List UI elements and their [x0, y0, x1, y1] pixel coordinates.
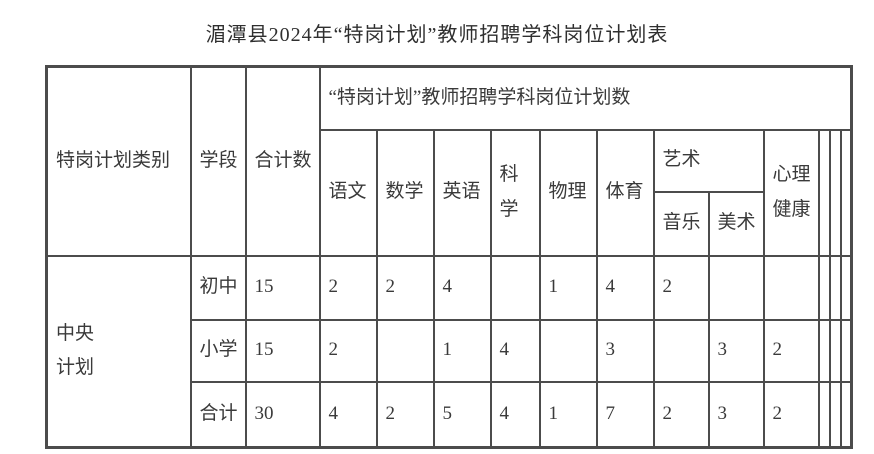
table-row-primary: 小学 15 2 1 4 3 3 2 — [47, 318, 853, 383]
cell-totalrow-pe: 7 — [595, 380, 655, 449]
cell-primary-fine-art: 3 — [707, 318, 765, 383]
header-subject-english: 英语 — [432, 128, 492, 257]
cell-total-primary: 15 — [244, 318, 321, 383]
cell-junior-pe: 4 — [595, 254, 655, 321]
header-plan-count-group: “特岗计划”教师招聘学科岗位计划数 — [318, 65, 853, 131]
empty-column-1-header — [817, 128, 831, 257]
cell-junior-mental-health — [762, 254, 820, 321]
header-row-art-split: 音乐 美术 — [47, 190, 852, 257]
cell-stage-total: 合计 — [189, 380, 247, 449]
header-stage: 学段 — [189, 65, 247, 257]
cell-total-total: 30 — [244, 380, 321, 449]
cell-total-junior-high: 15 — [244, 254, 321, 321]
cell-totalrow-english: 5 — [432, 380, 492, 449]
header-row-subjects: 语文 数学 英语 科学 物理 体育 艺术 心理 健康 — [47, 128, 853, 257]
cell-totalrow-physics: 1 — [538, 380, 598, 449]
cell-primary-math — [375, 318, 435, 383]
cell-junior-empty-3 — [839, 254, 853, 321]
header-subject-art: 艺术 — [652, 128, 765, 193]
table-row-total: 合计 30 4 2 5 4 1 7 2 3 2 — [47, 380, 853, 449]
cell-primary-physics — [538, 318, 598, 383]
header-subject-pe: 体育 — [595, 128, 655, 257]
header-subject-physics: 物理 — [538, 128, 598, 257]
cell-junior-empty-2 — [828, 254, 842, 321]
cell-primary-empty-1 — [817, 318, 831, 383]
cell-primary-english: 1 — [432, 318, 492, 383]
cell-totalrow-mental-health: 2 — [762, 380, 820, 449]
header-subject-fine-art: 美术 — [707, 190, 765, 257]
header-subject-mental-health: 心理 健康 — [762, 128, 820, 257]
cell-primary-science: 4 — [489, 318, 541, 383]
cell-stage-primary: 小学 — [189, 318, 247, 383]
cell-primary-music — [652, 318, 710, 383]
header-category: 特岗计划类别 — [45, 65, 192, 257]
cell-primary-chinese: 2 — [318, 318, 378, 383]
cell-category-central-plan: 中央 计划 — [45, 254, 192, 449]
cell-stage-junior-high: 初中 — [189, 254, 247, 321]
cell-totalrow-math: 2 — [375, 380, 435, 449]
cell-junior-physics: 1 — [538, 254, 598, 321]
cell-totalrow-chinese: 4 — [318, 380, 378, 449]
cell-primary-empty-2 — [828, 318, 842, 383]
cell-junior-chinese: 2 — [318, 254, 378, 321]
recruitment-plan-table: 特岗计划类别 学段 合计数 “特岗计划”教师招聘学科岗位计划数 语文 数学 英语… — [45, 65, 854, 449]
cell-junior-math: 2 — [375, 254, 435, 321]
cell-junior-science — [489, 254, 541, 321]
cell-junior-english: 4 — [432, 254, 492, 321]
page-title: 湄潭县2024年“特岗计划”教师招聘学科岗位计划表 — [205, 24, 669, 46]
cell-totalrow-science: 4 — [489, 380, 541, 449]
cell-totalrow-empty-1 — [817, 380, 831, 449]
cell-primary-empty-3 — [839, 318, 853, 383]
cell-totalrow-music: 2 — [652, 380, 710, 449]
empty-column-2-header — [828, 128, 842, 257]
header-row-group: 特岗计划类别 学段 合计数 “特岗计划”教师招聘学科岗位计划数 — [45, 65, 853, 257]
empty-column-3-header — [839, 128, 853, 257]
header-subject-science: 科学 — [489, 128, 541, 257]
cell-primary-pe: 3 — [595, 318, 655, 383]
header-total: 合计数 — [244, 65, 321, 257]
cell-totalrow-fine-art: 3 — [707, 380, 765, 449]
header-subject-chinese: 语文 — [318, 128, 378, 257]
cell-totalrow-empty-2 — [828, 380, 842, 449]
table-row-junior-high: 中央 计划 初中 15 2 2 4 1 4 2 — [45, 254, 853, 449]
cell-totalrow-empty-3 — [839, 380, 853, 449]
header-subject-math: 数学 — [375, 128, 435, 257]
cell-primary-mental-health: 2 — [762, 318, 820, 383]
cell-junior-music: 2 — [652, 254, 710, 321]
cell-junior-empty-1 — [817, 254, 831, 321]
header-subject-music: 音乐 — [652, 190, 710, 257]
cell-junior-fine-art — [707, 254, 765, 321]
